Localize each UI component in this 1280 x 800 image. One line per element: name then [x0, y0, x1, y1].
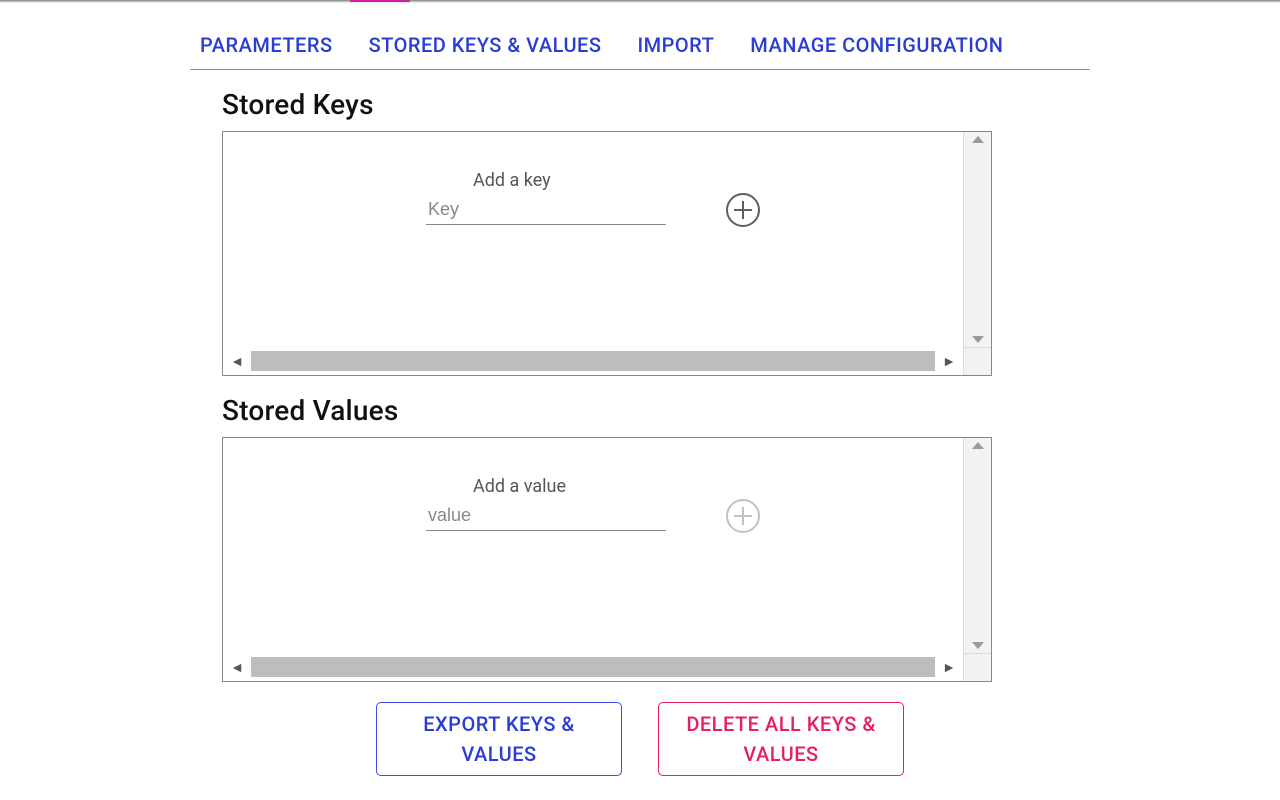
- add-value-input[interactable]: [426, 501, 666, 531]
- tab-import[interactable]: IMPORT: [637, 33, 714, 57]
- scroll-down-icon: [972, 336, 984, 343]
- values-horizontal-scrollbar[interactable]: ◄ ►: [223, 653, 963, 681]
- tab-bar: PARAMETERS STORED KEYS & VALUES IMPORT M…: [190, 33, 1090, 70]
- keys-horizontal-scrollbar[interactable]: ◄ ►: [223, 347, 963, 375]
- stored-values-panel-body: Add a value: [223, 438, 963, 653]
- add-key-button[interactable]: [726, 193, 760, 227]
- add-key-label: Add a key: [473, 170, 713, 191]
- plus-icon: [742, 201, 745, 219]
- scroll-down-icon: [972, 642, 984, 649]
- stored-values-heading: Stored Values: [222, 394, 1090, 427]
- add-value-label: Add a value: [473, 476, 713, 497]
- scroll-track: [251, 351, 935, 371]
- add-key-input[interactable]: [426, 195, 666, 225]
- main-container: PARAMETERS STORED KEYS & VALUES IMPORT M…: [190, 3, 1090, 776]
- scroll-left-icon: ◄: [223, 653, 251, 681]
- scroll-right-icon: ►: [935, 347, 963, 375]
- add-value-button[interactable]: [726, 499, 760, 533]
- stored-values-panel: Add a value ◄ ►: [222, 437, 992, 682]
- scroll-track: [251, 657, 935, 677]
- add-key-row: [426, 193, 760, 227]
- action-button-row: EXPORT KEYS & VALUES DELETE ALL KEYS & V…: [190, 702, 1090, 776]
- tab-stored-keys-values[interactable]: STORED KEYS & VALUES: [369, 33, 602, 57]
- values-vertical-scrollbar[interactable]: [963, 438, 991, 653]
- add-value-row: [426, 499, 760, 533]
- export-keys-values-button[interactable]: EXPORT KEYS & VALUES: [376, 702, 622, 776]
- plus-icon: [742, 507, 745, 525]
- tab-parameters[interactable]: PARAMETERS: [200, 33, 333, 57]
- scroll-up-icon: [972, 442, 984, 449]
- stored-keys-heading: Stored Keys: [222, 88, 1090, 121]
- scroll-up-icon: [972, 136, 984, 143]
- scroll-corner: [963, 653, 991, 681]
- delete-all-keys-values-button[interactable]: DELETE ALL KEYS & VALUES: [658, 702, 904, 776]
- scroll-left-icon: ◄: [223, 347, 251, 375]
- keys-vertical-scrollbar[interactable]: [963, 132, 991, 347]
- window-top-shadow: [0, 0, 1280, 3]
- scroll-right-icon: ►: [935, 653, 963, 681]
- scroll-corner: [963, 347, 991, 375]
- stored-keys-panel: Add a key ◄ ►: [222, 131, 992, 376]
- stored-keys-panel-body: Add a key: [223, 132, 963, 347]
- tab-manage-configuration[interactable]: MANAGE CONFIGURATION: [750, 33, 1003, 57]
